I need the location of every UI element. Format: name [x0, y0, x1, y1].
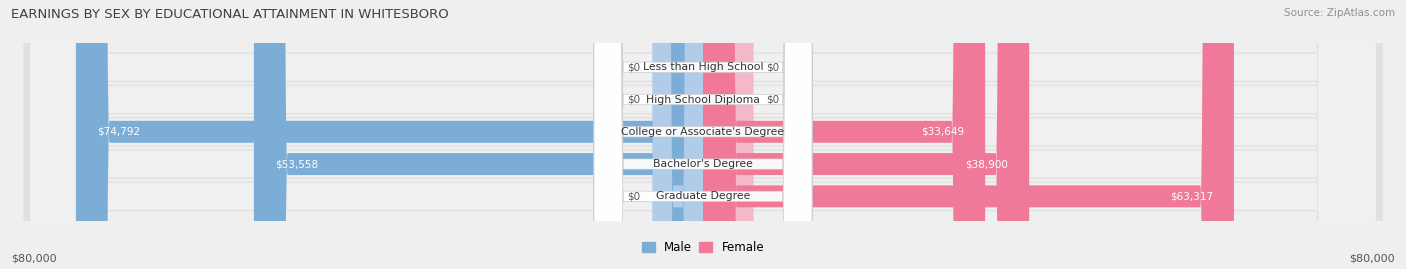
FancyBboxPatch shape [31, 0, 1375, 269]
Text: $0: $0 [627, 94, 640, 105]
FancyBboxPatch shape [31, 0, 1375, 269]
FancyBboxPatch shape [31, 0, 1375, 269]
Text: Graduate Degree: Graduate Degree [655, 191, 751, 201]
Text: Less than High School: Less than High School [643, 62, 763, 72]
FancyBboxPatch shape [652, 0, 703, 269]
Text: $53,558: $53,558 [274, 159, 318, 169]
Text: $0: $0 [627, 62, 640, 72]
FancyBboxPatch shape [593, 0, 813, 269]
FancyBboxPatch shape [24, 0, 1382, 269]
Text: $80,000: $80,000 [1350, 254, 1395, 264]
Text: Bachelor's Degree: Bachelor's Degree [652, 159, 754, 169]
FancyBboxPatch shape [703, 0, 754, 269]
FancyBboxPatch shape [652, 0, 703, 269]
Text: $63,317: $63,317 [1170, 191, 1213, 201]
FancyBboxPatch shape [31, 0, 1375, 269]
FancyBboxPatch shape [76, 0, 703, 269]
Text: $38,900: $38,900 [966, 159, 1008, 169]
Text: $0: $0 [627, 191, 640, 201]
FancyBboxPatch shape [703, 0, 754, 269]
FancyBboxPatch shape [703, 0, 1029, 269]
Text: Source: ZipAtlas.com: Source: ZipAtlas.com [1284, 8, 1395, 18]
Text: EARNINGS BY SEX BY EDUCATIONAL ATTAINMENT IN WHITESBORO: EARNINGS BY SEX BY EDUCATIONAL ATTAINMEN… [11, 8, 449, 21]
Text: College or Associate's Degree: College or Associate's Degree [621, 127, 785, 137]
FancyBboxPatch shape [703, 0, 1234, 269]
FancyBboxPatch shape [593, 0, 813, 269]
FancyBboxPatch shape [31, 0, 1375, 269]
FancyBboxPatch shape [24, 0, 1382, 269]
FancyBboxPatch shape [24, 0, 1382, 269]
Text: $0: $0 [766, 94, 779, 105]
FancyBboxPatch shape [703, 0, 986, 269]
Legend: Male, Female: Male, Female [641, 241, 765, 254]
Text: High School Diploma: High School Diploma [647, 94, 759, 105]
FancyBboxPatch shape [24, 0, 1382, 269]
FancyBboxPatch shape [593, 0, 813, 269]
Text: $0: $0 [766, 62, 779, 72]
FancyBboxPatch shape [593, 0, 813, 269]
Text: $74,792: $74,792 [97, 127, 141, 137]
Text: $33,649: $33,649 [921, 127, 965, 137]
FancyBboxPatch shape [254, 0, 703, 269]
Text: $80,000: $80,000 [11, 254, 56, 264]
FancyBboxPatch shape [593, 0, 813, 269]
FancyBboxPatch shape [652, 0, 703, 269]
FancyBboxPatch shape [24, 0, 1382, 269]
